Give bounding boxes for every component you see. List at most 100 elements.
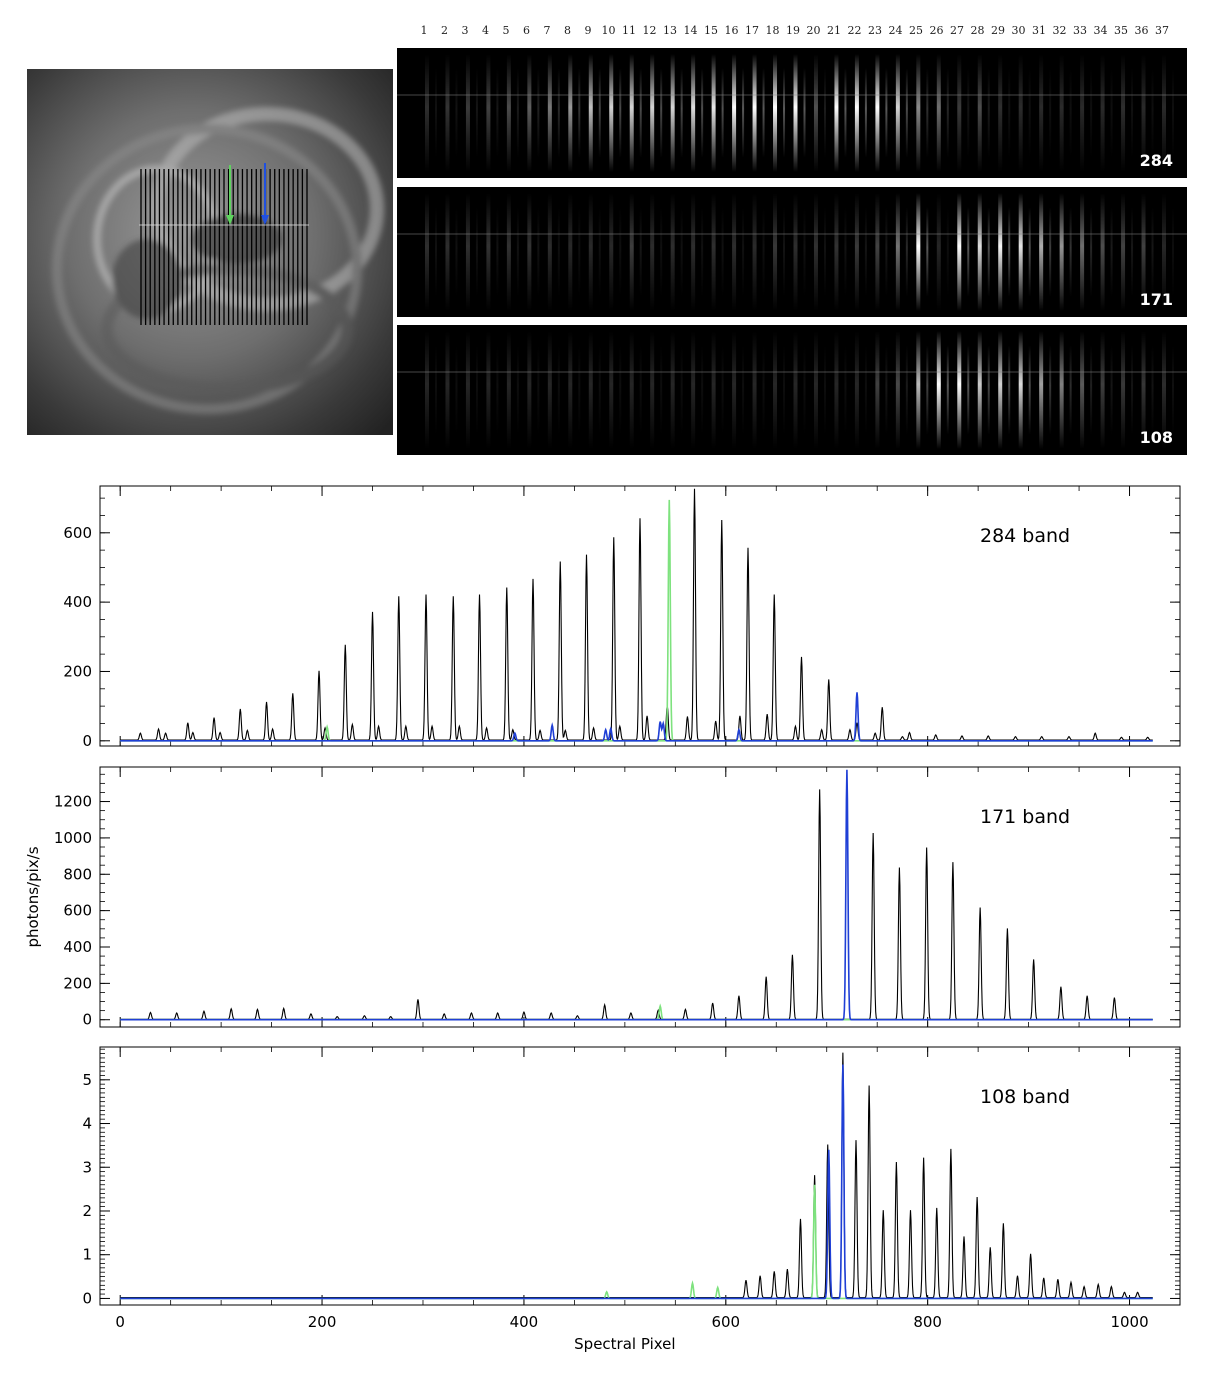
spectral-streak-faint [783, 68, 786, 158]
spectral-streak-faint [619, 68, 622, 158]
slot-number: 3 [461, 24, 469, 37]
detector-panel-171: 171 [397, 187, 1187, 317]
detector-image-284 [397, 54, 1187, 172]
spectral-streak [732, 331, 737, 449]
spectral-streak-faint [864, 345, 867, 435]
spectral-streak [506, 54, 511, 172]
spectral-streak-faint [537, 68, 540, 158]
spectral-streak [1121, 193, 1126, 311]
spectral-streak-faint [783, 345, 786, 435]
band-annotation: 284 band [980, 525, 1070, 547]
spectral-streak [465, 193, 470, 311]
spectral-streak-faint [496, 345, 499, 435]
spectral-streak-faint [578, 207, 581, 297]
y-tick-label: 0 [82, 732, 92, 750]
series-green [120, 1003, 1153, 1021]
spectral-streak [773, 193, 778, 311]
spectral-streak-faint [762, 68, 765, 158]
spectral-streak-faint [537, 345, 540, 435]
slot-number: 2 [441, 24, 448, 37]
spectral-streak-faint [1028, 345, 1031, 435]
spectral-streak-faint [1151, 207, 1154, 297]
spectral-streak [670, 331, 675, 449]
slot-number: 7 [543, 24, 551, 37]
spectral-streak [629, 331, 634, 449]
spectral-streak [895, 193, 900, 311]
detector-image-108 [397, 331, 1187, 449]
spectral-streak-faint [1172, 207, 1174, 297]
slot-number: 20 [806, 24, 821, 37]
spectral-streak-faint [905, 207, 908, 297]
spectral-streak [1039, 331, 1044, 449]
spectral-streak-faint [680, 68, 683, 158]
slot-number: 18 [765, 24, 780, 37]
spectral-streak-faint [721, 207, 724, 297]
spectral-streak-faint [926, 345, 929, 435]
y-tick-label: 400 [63, 593, 92, 611]
spectral-streak-faint [967, 68, 970, 158]
spectral-streak-faint [557, 345, 560, 435]
spectral-streak-faint [1131, 68, 1134, 158]
slot-number: 9 [584, 24, 592, 37]
y-tick-label: 1 [82, 1246, 92, 1264]
spectral-streak-faint [598, 345, 601, 435]
spectral-streak-faint [742, 207, 745, 297]
slot-number: 16 [724, 24, 739, 37]
spectral-streak [875, 193, 880, 311]
slot-number: 22 [847, 24, 862, 37]
detector-label-284: 284 [1139, 151, 1173, 170]
spectral-streak [752, 193, 757, 311]
spectral-streak [445, 54, 450, 172]
spectral-streak [936, 54, 941, 172]
slot-number: 4 [482, 24, 489, 37]
x-tick-label: 200 [308, 1313, 337, 1331]
detector-panel-284: 284 [397, 48, 1187, 178]
spectral-streak-faint [435, 68, 437, 158]
spectral-streak-faint [496, 68, 499, 158]
spectral-streak [936, 331, 941, 449]
spectral-streak [1080, 193, 1085, 311]
spectral-streak [711, 193, 716, 311]
y-tick-label: 800 [63, 865, 92, 883]
series-blue [120, 1064, 1153, 1300]
spectral-streak [1141, 331, 1146, 449]
spectral-streak [650, 54, 655, 172]
y-tick-label: 1000 [54, 829, 92, 847]
spectral-streak [977, 54, 982, 172]
spectral-streak [650, 331, 655, 449]
spectral-streak-faint [1028, 68, 1031, 158]
slot-number: 21 [827, 24, 841, 37]
spectral-streak [486, 193, 491, 311]
spectral-streak-faint [762, 345, 765, 435]
spectral-streak [998, 54, 1003, 172]
spectral-streak-faint [803, 345, 806, 435]
spectral-streak [1162, 193, 1166, 311]
spectral-streak-faint [455, 207, 458, 297]
spectral-streak [732, 54, 737, 172]
spectral-streak [650, 193, 655, 311]
spectral-streak [425, 54, 429, 172]
spectral-streak [998, 331, 1003, 449]
y-tick-label: 600 [63, 902, 92, 920]
spectral-streak [1121, 54, 1126, 172]
spectral-streak-faint [721, 345, 724, 435]
spectral-streak-faint [987, 345, 990, 435]
spectral-streak [547, 193, 552, 311]
spectral-streak [1080, 331, 1085, 449]
spectral-streak [1162, 54, 1166, 172]
slot-number: 36 [1134, 24, 1149, 37]
spectral-streak-faint [1110, 207, 1113, 297]
y-tick-label: 0 [82, 1011, 92, 1029]
x-tick-label: 600 [711, 1313, 740, 1331]
series-blue [120, 692, 1153, 742]
spectral-streak [834, 331, 839, 449]
spectral-streak [916, 193, 921, 311]
spectral-streak [1018, 54, 1023, 172]
spectral-streak-faint [946, 207, 949, 297]
spectral-streak-faint [885, 207, 888, 297]
y-tick-label: 0 [82, 1289, 92, 1307]
spectral-streak-faint [660, 345, 663, 435]
spectral-streak-faint [475, 68, 478, 158]
spectral-streak [793, 331, 798, 449]
spectral-streak [834, 193, 839, 311]
